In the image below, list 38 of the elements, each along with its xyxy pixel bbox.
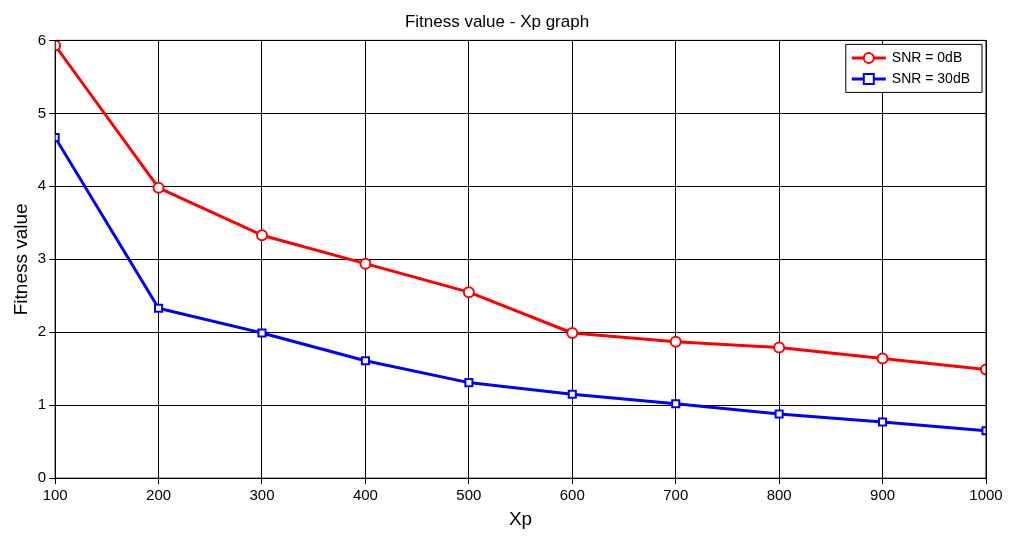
legend-label: SNR = 0dB: [891, 48, 963, 65]
x-tick-label: 800: [766, 486, 792, 504]
point: [774, 409, 784, 419]
point: [876, 352, 889, 365]
x-tick-label: 500: [456, 486, 482, 504]
point: [566, 327, 579, 339]
point: [773, 341, 786, 354]
point: [154, 303, 164, 313]
point: [878, 417, 888, 427]
y-tick-label: 0: [37, 468, 47, 486]
point: [464, 378, 474, 388]
x-tick-label: 400: [352, 486, 378, 504]
y-tick-label: 2: [37, 322, 47, 340]
point: [671, 399, 681, 409]
y-axis-title: Fitness value: [9, 203, 31, 316]
x-tick-label: 900: [870, 486, 896, 504]
x-tick-label: 700: [663, 486, 689, 504]
y-tick-label: 3: [37, 249, 47, 267]
point: [152, 181, 165, 194]
x-tick-label: 300: [249, 486, 275, 504]
y-tick-label: 5: [37, 103, 47, 121]
x-axis-title: Xp: [508, 507, 533, 529]
chart-title: Fitness value - Xp graph: [404, 11, 590, 31]
y-tick-label: 1: [37, 395, 47, 413]
point: [256, 229, 268, 242]
x-tick-label: 600: [559, 486, 585, 504]
point: [257, 328, 267, 338]
y-tick-label: 4: [37, 176, 47, 194]
point: [359, 257, 372, 270]
point: [567, 389, 577, 399]
point: [669, 335, 682, 348]
x-tick-label: 200: [146, 486, 172, 504]
x-tick-label: 100: [42, 486, 68, 504]
x-tick-label: 1000: [969, 486, 1003, 504]
point: [462, 286, 475, 299]
point: [360, 356, 370, 366]
y-tick-label: 6: [37, 30, 47, 48]
legend-label: SNR = 30dB: [891, 69, 971, 86]
